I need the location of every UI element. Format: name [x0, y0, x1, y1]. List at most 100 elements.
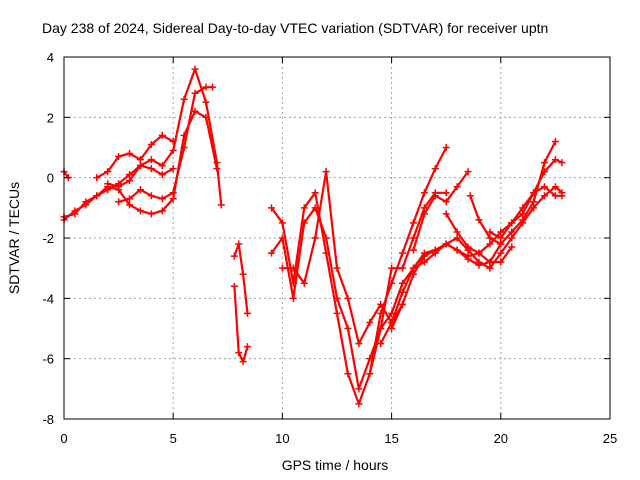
y-axis-label: SDTVAR / TECUs: [6, 182, 22, 294]
data-point: [540, 159, 548, 167]
data-point: [442, 144, 450, 151]
data-point: [289, 264, 297, 272]
x-tick-label: 10: [275, 431, 289, 446]
data-point: [235, 240, 243, 248]
series-track-4: [104, 162, 177, 191]
data-point: [235, 349, 243, 357]
data-point: [497, 234, 505, 242]
data-point: [530, 204, 538, 212]
data-point: [104, 168, 112, 176]
data-point: [126, 171, 134, 179]
series-line: [270, 191, 448, 390]
data-point: [420, 258, 428, 266]
data-point: [377, 300, 385, 308]
series-track-1: [60, 65, 225, 221]
data-point: [158, 162, 166, 170]
chart-title: Day 238 of 2024, Sidereal Day-to-day VTE…: [42, 20, 548, 36]
data-point: [409, 246, 417, 254]
data-point: [442, 210, 450, 218]
data-point: [551, 183, 559, 191]
data-point: [486, 264, 494, 272]
data-point: [551, 137, 559, 145]
data-point: [366, 355, 374, 363]
data-point: [147, 156, 155, 164]
data-point: [486, 240, 494, 248]
data-point: [278, 219, 286, 227]
data-point: [322, 168, 330, 176]
series-line: [117, 86, 214, 203]
series-layer: [60, 65, 566, 408]
series-track-8: [230, 282, 251, 366]
data-point: [551, 192, 559, 200]
data-point: [377, 340, 385, 348]
data-point: [93, 174, 101, 182]
data-point: [311, 234, 319, 242]
data-point: [169, 165, 177, 173]
data-point: [191, 89, 199, 97]
data-point: [399, 279, 407, 287]
data-point: [508, 228, 516, 236]
y-tick-label: -6: [42, 352, 54, 367]
data-point: [333, 264, 341, 272]
data-point: [230, 252, 238, 260]
data-point: [136, 162, 144, 170]
data-point: [530, 189, 538, 197]
data-point: [355, 400, 363, 408]
data-point: [202, 98, 210, 106]
data-point: [540, 183, 548, 191]
data-point: [355, 385, 363, 393]
data-point: [169, 195, 177, 203]
data-point: [466, 192, 474, 200]
data-point: [497, 249, 505, 257]
data-point: [209, 83, 217, 91]
x-tick-label: 15: [384, 431, 398, 446]
data-point: [431, 165, 439, 173]
data-point: [93, 192, 101, 200]
data-point: [136, 156, 144, 164]
data-point: [213, 165, 221, 173]
data-point: [431, 192, 439, 200]
data-point: [82, 201, 90, 209]
data-point: [289, 294, 297, 302]
data-point: [126, 150, 134, 158]
series-track-13: [377, 183, 566, 348]
y-tick-label: -8: [42, 412, 54, 427]
data-point: [540, 192, 548, 200]
data-point: [508, 234, 516, 242]
series-line: [379, 185, 564, 345]
data-point: [399, 288, 407, 296]
data-point: [267, 204, 275, 212]
data-point: [355, 340, 363, 348]
series-track-17: [442, 210, 516, 266]
x-tick-label: 5: [170, 431, 177, 446]
data-point: [136, 186, 144, 194]
data-point: [377, 325, 385, 332]
data-point: [158, 131, 166, 139]
data-point: [442, 198, 450, 206]
data-point: [399, 264, 407, 272]
series-track-18: [466, 192, 505, 248]
data-point: [71, 207, 79, 215]
data-point: [442, 189, 450, 197]
data-point: [300, 219, 308, 227]
data-point: [104, 180, 112, 188]
data-point: [344, 325, 352, 332]
data-point: [475, 216, 483, 224]
data-point: [147, 192, 155, 200]
data-point: [311, 204, 319, 212]
axis-ticks: 0 5 10 15 20 25 -8 -6 -4 -2 0 2 4: [42, 50, 617, 446]
data-point: [431, 246, 439, 254]
data-point: [399, 300, 407, 308]
data-point: [158, 207, 166, 215]
data-point: [475, 261, 483, 269]
data-point: [399, 249, 407, 257]
data-point: [278, 264, 286, 272]
data-point: [453, 183, 461, 191]
data-point: [115, 183, 123, 191]
data-point: [420, 189, 428, 197]
data-point: [486, 234, 494, 242]
data-point: [409, 264, 417, 272]
data-point: [475, 249, 483, 257]
data-point: [333, 309, 341, 317]
